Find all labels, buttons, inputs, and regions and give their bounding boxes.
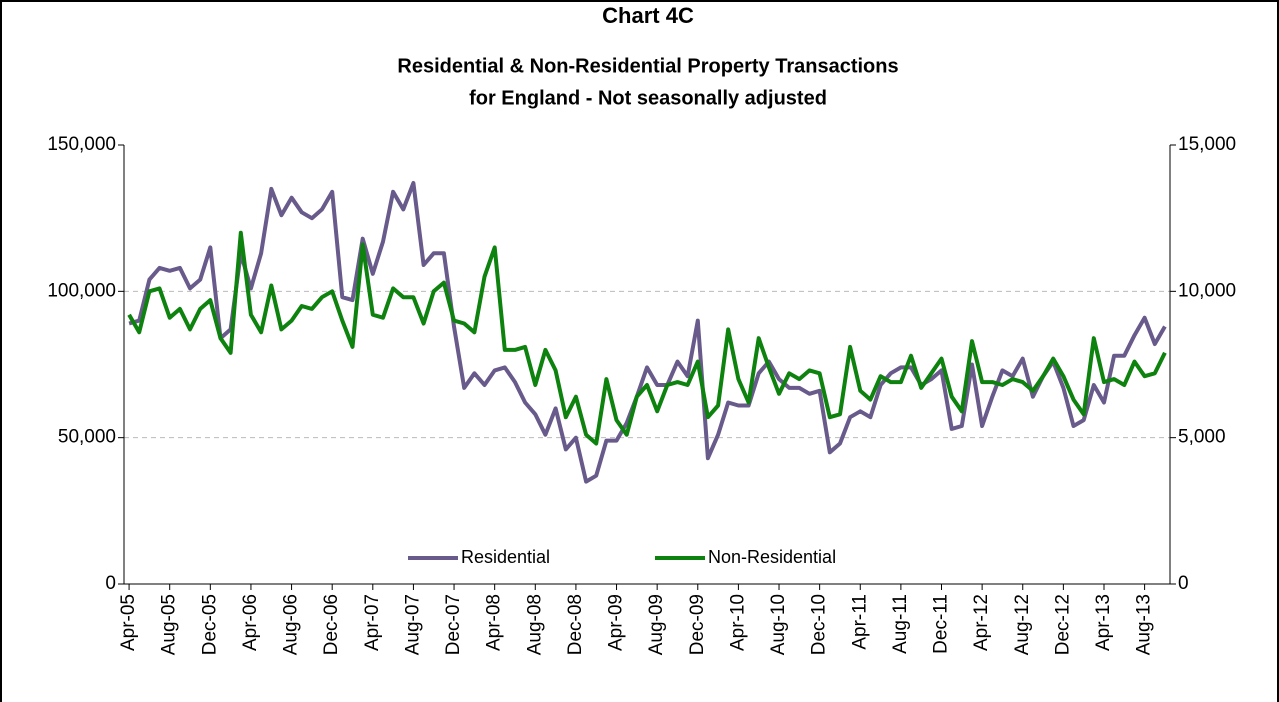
x-tick-label: Dec-05 <box>199 594 220 655</box>
series-line <box>128 181 1167 484</box>
y2-tick-label: 5,000 <box>1178 427 1226 448</box>
y-tick-label: 150,000 <box>47 134 116 155</box>
x-tick-label: Apr-11 <box>849 594 870 650</box>
x-tick-label: Dec-09 <box>687 594 708 655</box>
x-tick-label: Aug-10 <box>768 594 789 655</box>
x-tick-label: Apr-06 <box>240 594 261 651</box>
series-line <box>127 230 1167 446</box>
x-tick-label: Aug-09 <box>646 594 667 655</box>
x-tick-label: Aug-13 <box>1134 594 1155 655</box>
x-tick-label: Dec-12 <box>1052 594 1073 655</box>
chart-subtitle: for England - Not seasonally adjusted <box>469 87 827 109</box>
x-tick-label: Apr-05 <box>118 594 139 651</box>
x-tick-label: Dec-11 <box>931 594 952 654</box>
chart-subtitle: Residential & Non-Residential Property T… <box>397 55 898 77</box>
y2-tick-label: 0 <box>1178 573 1189 594</box>
x-tick-label: Aug-11 <box>890 594 911 654</box>
x-tick-label: Apr-12 <box>971 594 992 651</box>
x-tick-label: Apr-07 <box>362 594 383 651</box>
x-tick-label: Aug-08 <box>524 594 545 655</box>
x-tick-label: Apr-13 <box>1093 594 1114 651</box>
legend-label: Residential <box>461 547 550 567</box>
x-tick-label: Apr-10 <box>727 594 748 651</box>
x-tick-label: Dec-08 <box>565 594 586 655</box>
x-tick-label: Dec-10 <box>809 594 830 655</box>
y2-tick-label: 10,000 <box>1178 280 1236 301</box>
x-tick-label: Aug-05 <box>159 594 180 655</box>
x-tick-label: Aug-07 <box>402 594 423 655</box>
legend-label: Non-Residential <box>708 547 836 567</box>
y-tick-label: 100,000 <box>47 280 116 301</box>
y-tick-label: 0 <box>105 573 116 594</box>
x-tick-label: Dec-07 <box>443 594 464 655</box>
y-tick-label: 50,000 <box>58 427 116 448</box>
x-tick-label: Apr-08 <box>484 594 505 651</box>
chart-title: Chart 4C <box>602 3 694 28</box>
y2-tick-label: 15,000 <box>1178 134 1236 155</box>
x-tick-label: Dec-06 <box>321 594 342 655</box>
x-tick-label: Apr-09 <box>606 594 627 651</box>
x-tick-label: Aug-12 <box>1012 594 1033 655</box>
x-tick-label: Aug-06 <box>281 594 302 655</box>
